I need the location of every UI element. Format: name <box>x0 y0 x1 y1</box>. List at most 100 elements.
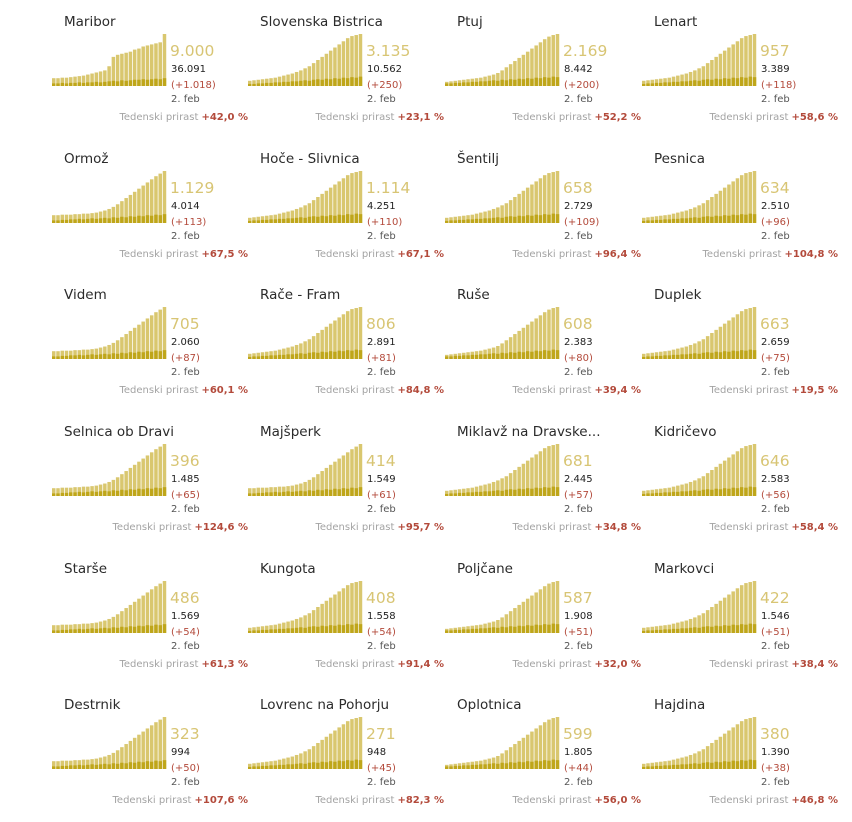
weekly-growth: Tedenski prirast +104,8 % <box>703 249 838 260</box>
weekly-growth-value: +42,0 % <box>201 112 248 123</box>
daily-cases-bar <box>86 491 90 496</box>
active-cases-bar <box>154 586 158 633</box>
active-cases-bar <box>722 460 727 496</box>
daily-cases-bar <box>646 356 650 359</box>
active-cases-bar <box>328 733 333 769</box>
daily-cases-bar <box>354 213 358 223</box>
daily-cases-bar <box>252 493 256 496</box>
daily-cases-bar <box>311 762 316 769</box>
active-cases-bar <box>350 36 354 86</box>
active-cases-bar <box>137 188 141 223</box>
daily-cases-bar <box>328 489 333 496</box>
active-cases-bar <box>69 624 73 633</box>
active-cases-bar <box>555 34 560 86</box>
daily-cases-bar <box>158 79 162 86</box>
active-cases-bar <box>252 80 256 86</box>
active-cases-bar <box>710 197 714 223</box>
daily-cases-bar <box>316 79 320 86</box>
daily-cases-bar <box>320 490 324 496</box>
active-cases-bar <box>671 759 676 769</box>
weekly-growth-value: +104,8 % <box>784 249 838 260</box>
daily-cases-bar <box>555 624 560 633</box>
active-cases-bar <box>77 624 82 633</box>
active-cases-bar <box>714 56 718 86</box>
weekly-growth-label: Tedenski prirast <box>112 795 192 806</box>
daily-cases-bar <box>534 487 538 496</box>
daily-cases-bar <box>525 215 530 223</box>
weekly-growth-label: Tedenski prirast <box>315 249 395 260</box>
active-cases-bar <box>496 480 500 496</box>
active-cases-bar <box>642 627 646 633</box>
daily-cases-bar <box>739 487 744 496</box>
daily-cases-bar <box>483 218 487 223</box>
active-cases-bar <box>542 586 547 633</box>
municipality-name: Maribor <box>64 14 116 30</box>
active-cases-bar <box>120 53 124 86</box>
daily-cases-bar <box>676 81 680 86</box>
active-cases-bar <box>513 470 517 496</box>
daily-cases-bar <box>337 214 341 223</box>
daily-cases-bar <box>693 763 697 769</box>
active-cases-bar <box>77 760 82 769</box>
daily-cases-bar <box>358 760 363 769</box>
active-cases-bar <box>137 734 141 769</box>
date-label: 2. feb <box>761 94 790 105</box>
daily-cases-bar <box>500 79 504 86</box>
daily-cases-bar <box>727 488 731 496</box>
active-cases-bar <box>324 53 329 86</box>
active-cases-bar <box>132 327 137 359</box>
active-cases-bar <box>73 76 77 86</box>
daily-cases-bar <box>722 761 727 769</box>
daily-cases-bar <box>311 216 316 223</box>
active-cases-bar <box>320 56 324 86</box>
active-cases-bar <box>538 178 543 223</box>
active-cases-bar <box>684 756 689 769</box>
daily-cases-bar <box>303 217 307 223</box>
daily-cases-bar <box>731 487 735 496</box>
weekly-growth-label: Tedenski prirast <box>709 522 789 533</box>
daily-cases-bar <box>445 83 449 86</box>
daily-cases-bar <box>739 760 744 769</box>
active-cases-bar <box>154 43 158 86</box>
active-cases-bar <box>162 717 167 769</box>
daily-cases-bar <box>94 218 99 223</box>
daily-cases-bar <box>727 351 731 359</box>
daily-cases-bar <box>680 628 684 633</box>
daily-cases-bar <box>453 82 458 86</box>
daily-cases-bar <box>513 626 517 633</box>
active-cases-bar <box>320 603 324 633</box>
active-cases-bar <box>722 50 727 86</box>
daily-cases-bar <box>98 82 103 86</box>
municipality-name: Destrnik <box>64 697 121 713</box>
daily-cases-bar <box>52 220 56 223</box>
daily-cases-bar <box>115 81 120 86</box>
daily-cases-bar <box>111 763 116 769</box>
active-cases-bar <box>299 617 303 633</box>
daily-cases-bar <box>748 486 752 496</box>
active-cases-bar <box>103 70 107 86</box>
daily-cases-bar <box>60 765 65 769</box>
daily-cases-bar <box>90 764 94 769</box>
mini-bar-chart <box>248 34 363 86</box>
active-cases-bar <box>663 488 667 496</box>
daily-cases-bar <box>701 79 706 86</box>
daily-cases-bar <box>654 765 659 769</box>
active-cases-bar <box>714 193 718 223</box>
active-cases-bar <box>453 489 458 496</box>
active-cases-bar <box>103 210 107 223</box>
daily-cases-bar <box>491 763 496 769</box>
daily-cases-bar <box>722 78 727 86</box>
daily-cases-bar <box>744 77 748 86</box>
active-cases-bar <box>290 485 295 496</box>
municipality-panel: Šentilj 658 2.729 (+109) 2. feb Tedenski prir… <box>445 145 641 273</box>
daily-cases-bar <box>60 629 65 633</box>
daily-cases-bar <box>457 492 462 496</box>
active-cases-bar <box>470 487 475 496</box>
daily-cases-bar <box>659 765 663 769</box>
daily-cases-bar <box>137 488 141 496</box>
daily-cases-bar <box>81 765 86 769</box>
active-cases-bar <box>752 307 757 359</box>
active-cases-bar <box>650 79 655 86</box>
daily-cases-bar <box>149 488 154 496</box>
daily-cases-bar <box>508 762 513 769</box>
